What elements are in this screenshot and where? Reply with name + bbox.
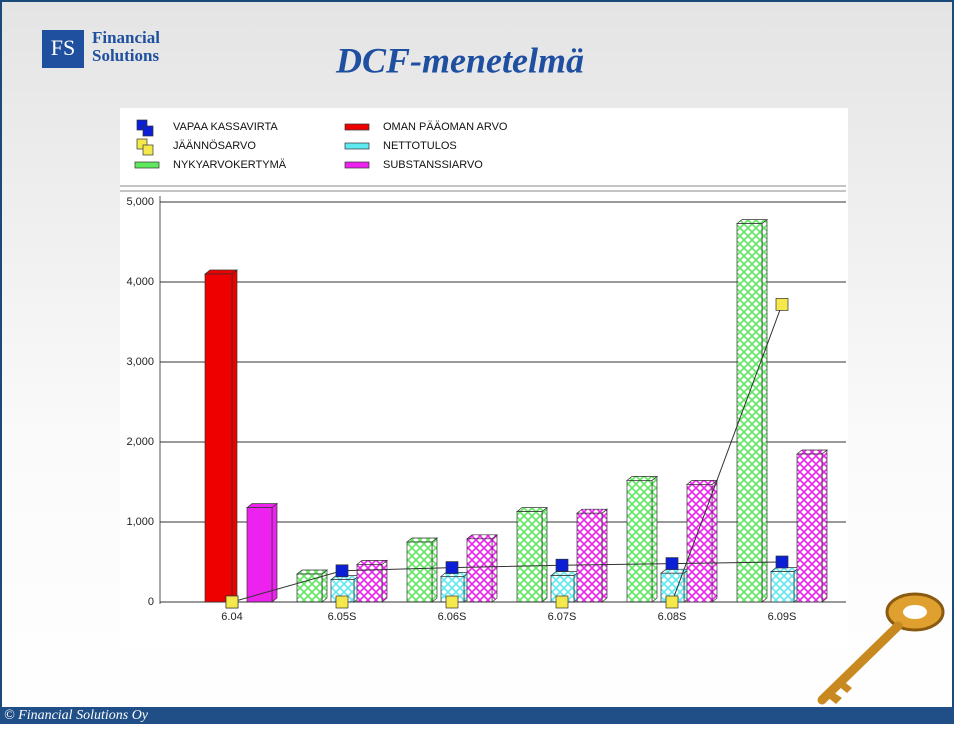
bar-side	[762, 220, 767, 602]
point-marker	[556, 596, 568, 608]
logo-text: Financial	[92, 28, 160, 47]
logo-mark: FS	[51, 35, 75, 60]
bar-top	[627, 476, 657, 480]
bar-side	[232, 270, 237, 602]
bar-top	[551, 572, 579, 576]
bar-top	[357, 560, 387, 564]
x-tick-label: 6.05S	[328, 611, 357, 623]
bar-side	[492, 535, 497, 602]
bar	[407, 542, 432, 602]
point-marker	[776, 556, 788, 568]
x-tick-label: 6.06S	[438, 611, 467, 623]
bar-side	[822, 450, 827, 602]
bar-side	[272, 504, 277, 602]
point-marker	[446, 596, 458, 608]
x-tick-label: 6.09S	[768, 611, 797, 623]
slide: FS Financial Solutions DCF-menetelmä 0 1,…	[0, 0, 954, 724]
legend-label: OMAN PÄÄOMAN ARVO	[383, 121, 508, 133]
legend-marker	[135, 162, 159, 168]
point-marker	[666, 558, 678, 570]
bar-top	[247, 504, 277, 508]
x-tick-label: 6.08S	[658, 611, 687, 623]
slide-title: DCF-menetelmä	[335, 40, 584, 80]
bar-top	[297, 570, 327, 574]
legend-label: JÄÄNNÖSARVO	[173, 140, 256, 152]
bar	[517, 512, 542, 602]
y-tick-label: 4,000	[126, 276, 154, 288]
bar-side	[712, 480, 717, 602]
y-tick-label: 0	[148, 596, 154, 608]
bar-top	[687, 480, 717, 484]
bar-top	[797, 450, 827, 454]
bar-side	[432, 538, 437, 602]
bar	[771, 572, 794, 602]
point-marker	[226, 596, 238, 608]
point-marker	[556, 559, 568, 571]
point-marker	[336, 565, 348, 577]
bar	[247, 508, 272, 602]
y-tick-label: 1,000	[126, 516, 154, 528]
legend-marker	[143, 145, 153, 155]
bar-side	[652, 476, 657, 602]
legend-label: VAPAA KASSAVIRTA	[173, 121, 278, 133]
legend-marker	[345, 162, 369, 168]
logo-text: Solutions	[92, 46, 159, 65]
bar	[687, 484, 712, 602]
bar	[467, 539, 492, 602]
bar-side	[382, 560, 387, 602]
point-marker	[336, 596, 348, 608]
bar-top	[205, 270, 237, 274]
y-tick-label: 2,000	[126, 436, 154, 448]
point-marker	[446, 562, 458, 574]
legend-marker	[345, 143, 369, 149]
legend-label: NETTOTULOS	[383, 140, 457, 152]
bar-top	[407, 538, 437, 542]
footer-text: © Financial Solutions Oy	[4, 708, 149, 723]
page: FS Financial Solutions DCF-menetelmä 0 1,…	[0, 0, 954, 724]
bar-side	[542, 508, 547, 602]
bar	[577, 513, 602, 602]
bar-top	[517, 508, 547, 512]
legend-label: NYKYARVOKERTYMÄ	[173, 159, 287, 171]
legend-marker	[143, 126, 153, 136]
x-tick-label: 6.04	[221, 611, 242, 623]
bar	[737, 224, 762, 602]
bar	[205, 274, 232, 602]
bar-top	[467, 535, 497, 539]
y-tick-label: 3,000	[126, 356, 154, 368]
legend-label: SUBSTANSSIARVO	[383, 159, 483, 171]
bar	[297, 574, 322, 602]
point-marker	[666, 596, 678, 608]
bar-side	[602, 509, 607, 602]
x-tick-label: 6.07S	[548, 611, 577, 623]
y-tick-label: 5,000	[126, 196, 154, 208]
key-hole	[903, 605, 927, 619]
bar	[627, 480, 652, 602]
bar-top	[737, 220, 767, 224]
bar	[797, 454, 822, 602]
bar-top	[577, 509, 607, 513]
legend-marker	[345, 124, 369, 130]
point-marker	[776, 298, 788, 310]
